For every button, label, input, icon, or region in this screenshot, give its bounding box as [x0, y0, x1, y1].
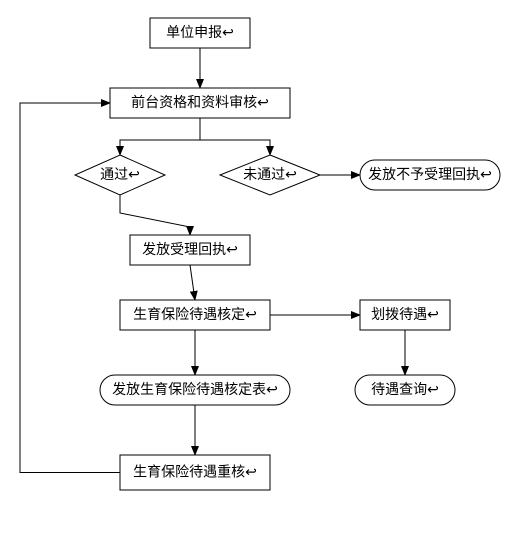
node-label: 发放不予受理回执↩: [368, 167, 492, 183]
flow-node-n11: 生育保险待遇重核↩: [120, 455, 270, 490]
node-label: 通过↩: [100, 167, 140, 183]
node-label: 前台资格和资料审核↩: [131, 94, 269, 111]
flow-node-n3: 通过↩: [75, 155, 165, 195]
flow-edge: [120, 118, 200, 155]
flow-node-n1: 单位申报↩: [150, 18, 250, 48]
flow-node-n6: 发放受理回执↩: [130, 235, 250, 265]
flow-node-n9: 发放生育保险待遇核定表↩: [100, 375, 290, 405]
flow-node-n8: 划拨待遇↩: [360, 300, 450, 330]
node-label: 生育保险待遇核定↩: [133, 307, 257, 323]
node-label: 待遇查询↩: [371, 382, 439, 398]
flowchart-canvas: 单位申报↩ · 前台资格和资料审核↩ 通过↩ 未通过↩ 发放不予受理回执↩ 发放受理回执↩…: [0, 0, 526, 533]
flow-node-n4: 未通过↩: [220, 155, 320, 195]
node-label: 生育保险待遇重核↩: [133, 465, 257, 481]
flow-edge: [120, 195, 190, 235]
flow-node-n2: · 前台资格和资料审核↩: [100, 88, 290, 118]
flow-edge: [200, 118, 270, 155]
flow-node-n5: 发放不予受理回执↩: [360, 160, 500, 190]
node-label: 发放受理回执↩: [142, 242, 238, 258]
flow-node-n10: 待遇查询↩: [355, 375, 455, 405]
node-label: 发放生育保险待遇核定表↩: [112, 382, 278, 398]
node-label: 未通过↩: [243, 167, 297, 183]
node-label: 划拨待遇↩: [371, 307, 439, 323]
flow-node-n7: 生育保险待遇核定↩: [120, 300, 270, 330]
flow-edge: [20, 103, 120, 473]
flow-edge: [190, 265, 195, 300]
node-label: 单位申报↩: [166, 25, 234, 41]
node-prefix: ·: [100, 95, 105, 110]
